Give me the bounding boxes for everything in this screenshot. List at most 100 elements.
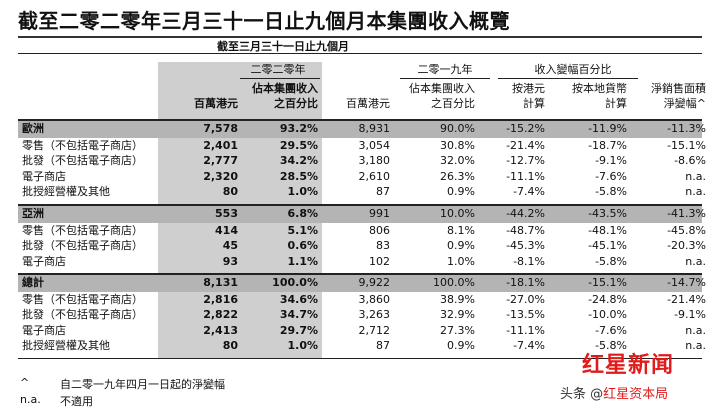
cell-chg-local: -18.7% (588, 139, 627, 153)
region-label: 總計 (22, 276, 44, 289)
cell-chg-hkd: -13.5% (506, 308, 545, 322)
cell-hkd-2019: 87 (376, 184, 390, 198)
cell-chg-sales: n.a. (685, 254, 706, 268)
cell-hkd-2020: 80 (222, 338, 238, 352)
cell-chg-sales: -15.1% (667, 139, 706, 153)
cell-share-2020: 34.2% (279, 154, 318, 168)
cell-chg-hkd: -15.2% (506, 122, 545, 135)
cell-hkd-2020: 2,320 (203, 169, 238, 183)
cell-chg-local: -7.6% (595, 169, 627, 183)
cell-hkd-2019: 8,931 (358, 122, 391, 135)
cell-hkd-2019: 806 (369, 224, 390, 238)
cell-hkd-2020: 2,401 (203, 139, 238, 153)
cell-share-2020: 1.0% (287, 338, 318, 352)
year-2019-rule (400, 78, 490, 79)
cell-share-2020: 28.5% (279, 169, 318, 183)
cell-hkd-2019: 2,610 (358, 169, 391, 183)
cell-chg-hkd: -11.1% (506, 323, 545, 337)
col-hkd-2020: 百萬港元 (194, 97, 238, 110)
change-rule (498, 78, 638, 79)
row-label: 零售（不包括電子商店） (22, 139, 143, 153)
cell-chg-hkd: -7.4% (513, 184, 545, 198)
period-header: 截至三月三十一日止九個月 (217, 40, 349, 53)
cell-share-2020: 1.1% (287, 254, 318, 268)
col-share-2019-line1: 佔本集團收入 (409, 82, 475, 95)
cell-chg-hkd: -18.1% (506, 276, 545, 289)
cell-hkd-2019: 991 (369, 207, 390, 220)
cell-share-2019: 8.1% (447, 224, 475, 238)
cell-hkd-2019: 102 (369, 254, 390, 268)
cell-chg-hkd: -8.1% (513, 254, 545, 268)
cell-chg-sales: -11.3% (667, 122, 706, 135)
cell-chg-sales: n.a. (685, 169, 706, 183)
cell-chg-sales: n.a. (685, 323, 706, 337)
cell-chg-local: -5.8% (595, 338, 627, 352)
cell-chg-sales: -20.3% (667, 239, 706, 253)
cell-share-2020: 6.8% (287, 207, 318, 220)
col-chg-sales-line2: 淨變幅^ (663, 97, 706, 110)
cell-hkd-2019: 3,860 (358, 293, 391, 307)
cell-chg-hkd: -44.2% (506, 207, 545, 220)
region-label: 歐洲 (22, 122, 44, 135)
title-divider (18, 36, 702, 38)
cell-hkd-2019: 87 (376, 338, 390, 352)
cell-share-2020: 34.6% (279, 293, 318, 307)
row-label: 電子商店 (22, 169, 66, 183)
row-label: 批發（不包括電子商店） (22, 239, 143, 253)
cell-share-2020: 5.1% (287, 224, 318, 238)
col-share-2020-line1: 佔本集團收入 (252, 82, 318, 95)
cell-share-2019: 10.0% (440, 207, 475, 220)
section-header-band (18, 121, 702, 138)
cell-chg-sales: -41.3% (667, 207, 706, 220)
cell-share-2019: 26.3% (440, 169, 475, 183)
cell-share-2020: 34.7% (279, 308, 318, 322)
row-label: 電子商店 (22, 323, 66, 337)
cell-share-2019: 32.9% (440, 308, 475, 322)
cell-share-2019: 1.0% (447, 254, 475, 268)
section-header-band (18, 275, 702, 292)
col-chg-sales-line1: 淨銷售面積 (651, 82, 706, 95)
cell-hkd-2020: 45 (222, 239, 238, 253)
col-chg-hkd-line2: 計算 (523, 97, 545, 110)
footnote-text-na: 不適用 (60, 395, 93, 408)
cell-chg-hkd: -12.7% (506, 154, 545, 168)
year-2020-rule (240, 78, 320, 79)
watermark-source: 头条 @红星资本局 (560, 383, 668, 402)
cell-hkd-2020: 553 (215, 207, 238, 220)
cell-chg-local: -11.9% (588, 122, 627, 135)
cell-chg-hkd: -21.4% (506, 139, 545, 153)
cell-share-2019: 32.0% (440, 154, 475, 168)
cell-share-2019: 0.9% (447, 338, 475, 352)
watermark-source-name: 红星资本局 (603, 387, 669, 402)
col-chg-local-line1: 按本地貨幣 (572, 82, 627, 95)
cell-chg-local: -15.1% (588, 276, 627, 289)
cell-chg-sales: -21.4% (667, 293, 706, 307)
footnote-mark-na: n.a. (20, 393, 41, 406)
col-chg-local-line2: 計算 (605, 97, 627, 110)
cell-hkd-2019: 3,054 (358, 139, 391, 153)
cell-share-2019: 0.9% (447, 184, 475, 198)
cell-chg-local: -10.0% (588, 308, 627, 322)
cell-hkd-2020: 2,413 (203, 323, 238, 337)
row-label: 電子商店 (22, 254, 66, 268)
cell-chg-local: -9.1% (595, 154, 627, 168)
cell-share-2020: 100.0% (272, 276, 318, 289)
col-share-2020-line2: 之百分比 (274, 97, 318, 110)
table-bottom-rule (18, 358, 702, 359)
section-header-band (18, 206, 702, 223)
cell-hkd-2019: 9,922 (358, 276, 391, 289)
section-rule-2 (18, 273, 702, 275)
cell-share-2020: 0.6% (287, 239, 318, 253)
cell-hkd-2020: 2,816 (203, 293, 238, 307)
cell-chg-local: -5.8% (595, 254, 627, 268)
cell-chg-sales: -8.6% (674, 154, 706, 168)
cell-share-2019: 0.9% (447, 239, 475, 253)
cell-chg-local: -24.8% (588, 293, 627, 307)
cell-share-2020: 29.5% (279, 139, 318, 153)
watermark-logo: 红星新闻 (582, 352, 675, 378)
year-2020-header: 二零二零年 (250, 63, 306, 76)
cell-chg-local: -45.1% (588, 239, 627, 253)
cell-chg-sales: -45.8% (667, 224, 706, 238)
cell-share-2020: 1.0% (287, 184, 318, 198)
cell-share-2020: 93.2% (279, 122, 318, 135)
